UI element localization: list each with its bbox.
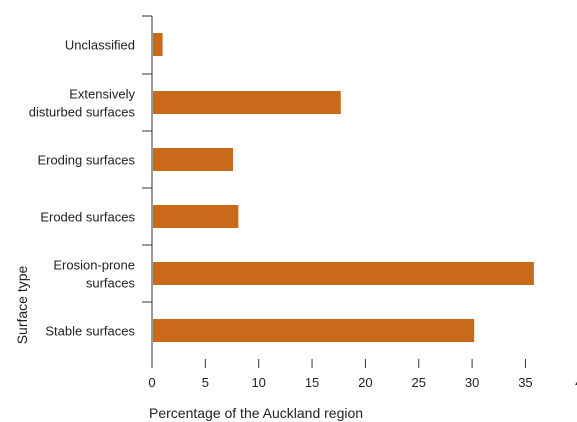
x-tick-label: 10 [251, 375, 265, 390]
y-axis-title: Surface type [14, 265, 30, 344]
bar [153, 91, 341, 114]
x-tick-label: 35 [518, 375, 532, 390]
bar [153, 33, 163, 56]
x-axis-title: Percentage of the Auckland region [149, 405, 363, 421]
bar [153, 205, 239, 228]
x-tick-label: 20 [358, 375, 372, 390]
category-label: surfaces [86, 276, 136, 291]
category-label: Stable surfaces [45, 324, 135, 339]
category-label: Eroded surfaces [40, 210, 135, 225]
bar [153, 262, 534, 285]
category-label: Unclassified [65, 38, 135, 53]
x-axis: 0 5 10 15 20 25 30 35 4 [148, 359, 577, 390]
category-label: Erosion-prone [53, 258, 135, 273]
bar [153, 319, 475, 342]
category-labels: Unclassified Extensively disturbed surface… [29, 38, 136, 339]
bar [153, 148, 234, 171]
x-tick-label: 30 [465, 375, 479, 390]
category-label: Eroding surfaces [37, 153, 135, 168]
category-label: Extensively [69, 87, 135, 102]
category-label: disturbed surfaces [29, 105, 136, 120]
x-tick-label: 4 [575, 375, 577, 390]
bars [153, 33, 534, 342]
y-axis [142, 15, 153, 359]
x-tick-label: 0 [148, 375, 155, 390]
x-tick-label: 25 [412, 375, 426, 390]
x-tick-label: 5 [202, 375, 209, 390]
x-tick-label: 15 [305, 375, 319, 390]
